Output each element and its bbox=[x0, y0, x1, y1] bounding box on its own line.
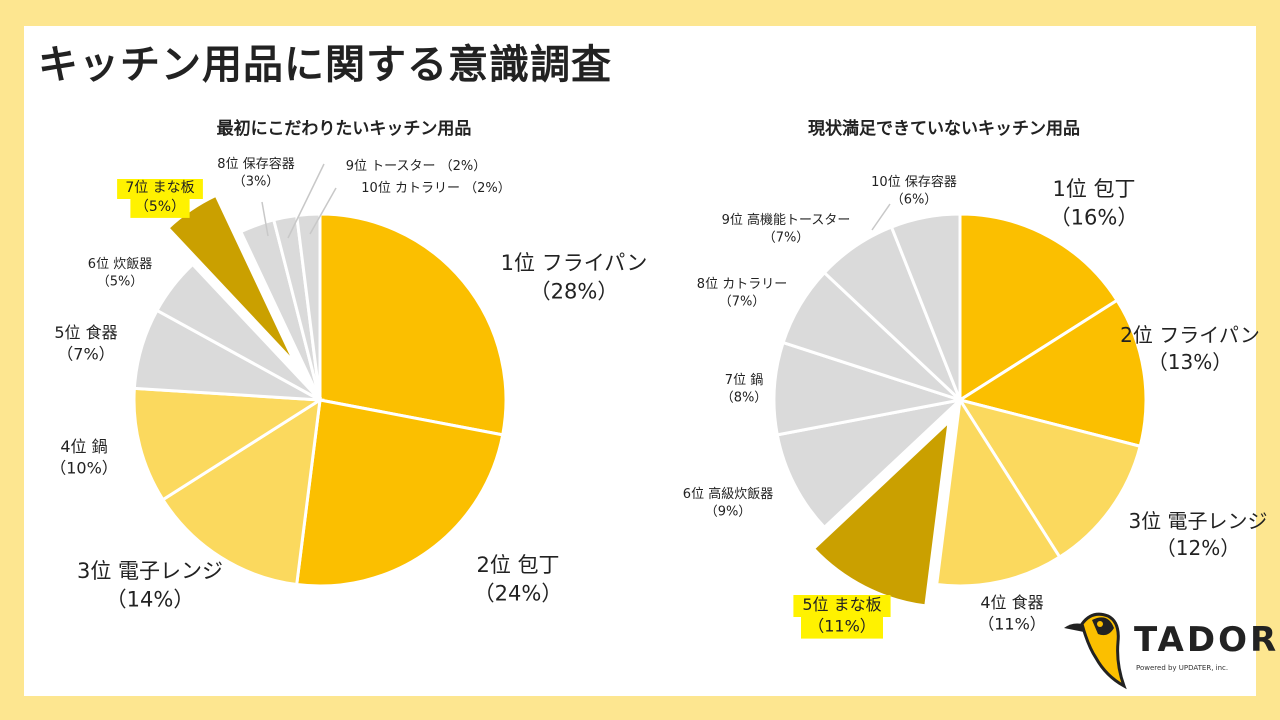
pie-slice-電子レンジ bbox=[160, 397, 322, 587]
pie-charts: 1位 フライパン （28%） 2位 包丁 （24%） 3位 電子レンジ （14%） 4位 鍋… bbox=[50, 156, 1268, 639]
chart-left-title: 最初にこだわりたいキッチン用品 bbox=[216, 119, 472, 139]
slice-label-percent: （5%） bbox=[135, 199, 185, 215]
slice-label-name: 7位 鍋 bbox=[725, 372, 763, 388]
slice-label-percent: （7%） bbox=[57, 345, 114, 364]
slice-label-name: 1位 包丁 bbox=[1052, 177, 1135, 201]
pie-slice-高級炊飯器 bbox=[775, 397, 965, 530]
slice-label-percent: （11%） bbox=[978, 615, 1046, 634]
slice-label-name: 10位 保存容器 bbox=[871, 174, 957, 190]
slice-label-percent: （12%） bbox=[1156, 536, 1240, 560]
leader-line bbox=[871, 203, 891, 231]
content-panel: キッチン用品に関する意識調査 最初にこだわりたいキッチン用品 現状満足できていな… bbox=[24, 26, 1280, 696]
slice-label-percent: （7%） bbox=[719, 295, 766, 310]
slice-label-name: 2位 フライパン bbox=[1120, 323, 1260, 347]
bird-logo-icon bbox=[1064, 612, 1127, 690]
slice-label-name: 4位 食器 bbox=[980, 593, 1043, 612]
label-highlight bbox=[130, 197, 190, 218]
slice-label-percent: （6%） bbox=[891, 193, 938, 208]
pie-chart-1: 1位 フライパン （28%） 2位 包丁 （24%） 3位 電子レンジ （14%） 4位 鍋… bbox=[50, 156, 647, 611]
pie-slice-食器 bbox=[935, 395, 1062, 588]
slice-label-name: 6位 高級炊飯器 bbox=[683, 486, 773, 502]
slice-label-percent: （10%） bbox=[50, 459, 118, 478]
logo-tagline: Powered by UPDATER, inc. bbox=[1136, 664, 1229, 672]
label-highlight bbox=[801, 616, 883, 639]
leader-line bbox=[309, 187, 337, 235]
slice-label-name: 6位 炊飯器 bbox=[88, 257, 152, 272]
slice-label-name: 2位 包丁 bbox=[476, 553, 559, 577]
slice-label-percent: （3%） bbox=[233, 175, 280, 190]
slice-label-percent: （13%） bbox=[1148, 350, 1232, 374]
pie-slice-フライパン bbox=[318, 212, 508, 437]
tadori-logo: TADORi Powered by UPDATER, inc. bbox=[1062, 602, 1280, 692]
leader-line bbox=[261, 201, 269, 237]
label-highlight bbox=[793, 595, 891, 617]
slice-label-percent: （16%） bbox=[1050, 205, 1139, 229]
slice-label-name: 8位 カトラリー bbox=[697, 277, 787, 292]
slice-label-name: 5位 食器 bbox=[54, 323, 117, 342]
logo-wordmark: TADORi bbox=[1134, 620, 1280, 660]
slice-label-percent: （28%） bbox=[530, 279, 619, 303]
slice-label-percent: （5%） bbox=[97, 275, 144, 290]
pie-slice-フライパン bbox=[956, 298, 1148, 449]
slice-label-name: 8位 保存容器 bbox=[217, 156, 294, 172]
slice-label-percent: （9%） bbox=[705, 505, 752, 520]
pie-slice-まな板 bbox=[811, 417, 952, 608]
pie-slice-電子レンジ bbox=[956, 397, 1142, 560]
pie-slice-まな板 bbox=[165, 193, 297, 365]
chart-right-title: 現状満足できていないキッチン用品 bbox=[808, 119, 1080, 139]
slice-label-name: 7位 まな板 bbox=[125, 180, 194, 196]
pie-slice-鍋 bbox=[132, 386, 325, 502]
slice-label-name: 1位 フライパン bbox=[501, 251, 648, 275]
pie-slice-包丁 bbox=[958, 212, 1120, 403]
pie-slice-鍋 bbox=[772, 340, 961, 437]
slice-label-percent: （8%） bbox=[721, 391, 768, 406]
slice-label-name: 3位 電子レンジ bbox=[77, 559, 223, 583]
slice-label: 10位 カトラリー （2%） bbox=[361, 181, 510, 196]
pie-slice-カトラリー bbox=[295, 212, 322, 401]
slice-label-name: 5位 まな板 bbox=[802, 595, 881, 614]
slice-label: 9位 トースター （2%） bbox=[346, 159, 487, 174]
pie-slice-炊飯器 bbox=[154, 262, 322, 402]
slice-label-percent: （24%） bbox=[474, 581, 563, 605]
pie-chart-2: 1位 包丁 （16%） 2位 フライパン （13%） 3位 電子レンジ （12%） 4位 食… bbox=[683, 174, 1268, 639]
slice-label-name: 3位 電子レンジ bbox=[1128, 509, 1267, 533]
slice-label-percent: （11%） bbox=[808, 617, 876, 636]
slice-label-name: 4位 鍋 bbox=[60, 437, 107, 456]
leader-line bbox=[287, 163, 325, 239]
slice-label-percent: （14%） bbox=[106, 587, 195, 611]
slice-label-name: 9位 高機能トースター bbox=[722, 212, 851, 228]
label-highlight bbox=[117, 179, 203, 199]
pie-slice-保存容器 bbox=[889, 212, 962, 401]
slice-label-percent: （7%） bbox=[763, 231, 810, 246]
page-title: キッチン用品に関する意識調査 bbox=[38, 42, 612, 88]
pie-slice-包丁 bbox=[295, 398, 505, 588]
